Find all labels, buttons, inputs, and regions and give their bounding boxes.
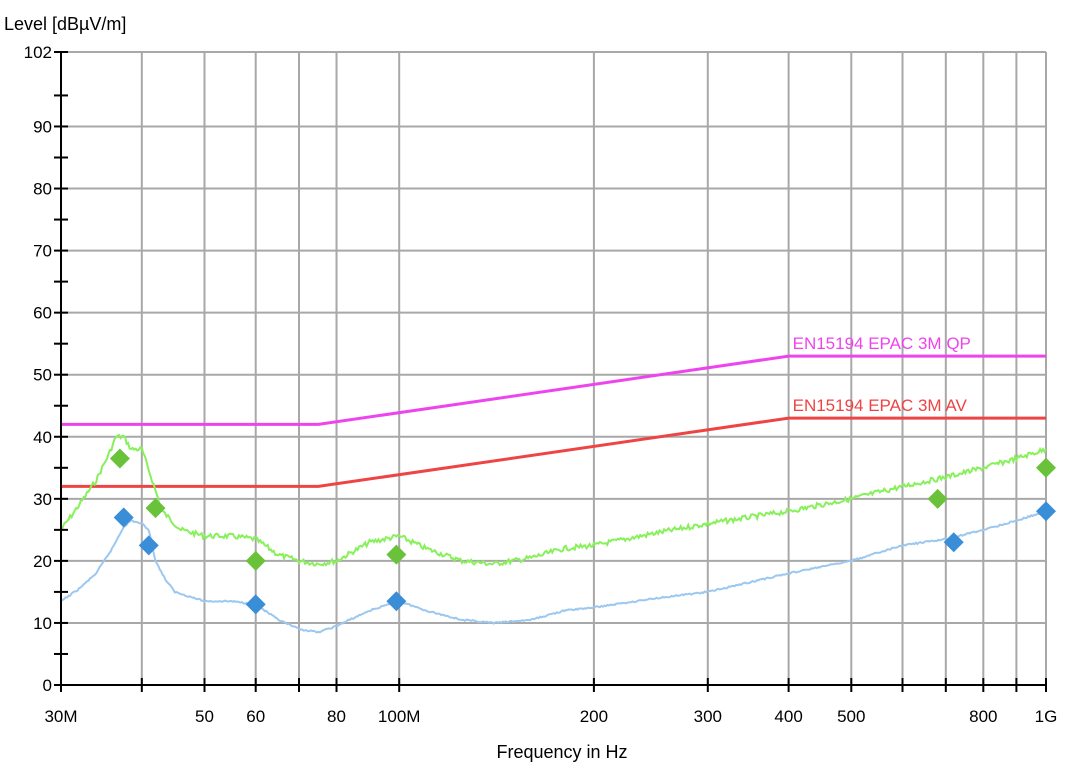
trace-1: [60, 509, 1047, 634]
x-tick-label-2: 50: [195, 707, 214, 726]
y-tick-label-1: 10: [33, 614, 52, 633]
marker-0-1: [145, 498, 166, 519]
marker-1-0: [113, 507, 134, 528]
y-tick-label-2: 20: [33, 552, 52, 571]
trace-0: [60, 433, 1047, 567]
marker-1-5: [1036, 501, 1056, 522]
axes: [54, 51, 1047, 692]
x-tick-label-13: 800: [969, 707, 997, 726]
marker-0-2: [245, 550, 266, 571]
x-tick-label-9: 400: [774, 707, 802, 726]
y-tick-label-6: 60: [33, 304, 52, 323]
limit-lines: [61, 354, 1046, 488]
marker-1-4: [943, 532, 964, 553]
x-tick-label-15: 1G: [1035, 707, 1058, 726]
y-tick-label-5: 50: [33, 366, 52, 385]
limit-label-0: EN15194 EPAC 3M QP: [793, 334, 971, 353]
marker-0-4: [927, 488, 948, 509]
y-tick-label-10: 102: [24, 43, 52, 62]
marker-1-1: [138, 535, 159, 556]
x-axis-title: Frequency in Hz: [496, 742, 627, 762]
limit-label-1: EN15194 EPAC 3M AV: [793, 396, 968, 415]
marker-1-2: [245, 594, 266, 615]
x-tick-label-3: 60: [246, 707, 265, 726]
y-tick-labels: 0 10 20 30 40 50 60 70 80 90 102: [24, 43, 52, 695]
marker-0-0: [109, 448, 130, 469]
y-axis-title: Level [dBµV/m]: [4, 14, 126, 34]
x-tick-label-8: 300: [694, 707, 722, 726]
grid-lines: [60, 51, 1047, 686]
limit-line-1: [61, 416, 1046, 488]
y-tick-label-4: 40: [33, 428, 52, 447]
measurement-traces: [60, 433, 1047, 634]
final-measurement-markers: [109, 448, 1056, 615]
marker-1-3: [386, 591, 407, 612]
marker-0-3: [386, 544, 407, 565]
y-tick-label-0: 0: [43, 676, 52, 695]
x-tick-labels: 30M 50 60 80 100M 200 300 400 500 800 1G: [44, 707, 1057, 726]
y-tick-label-3: 30: [33, 490, 52, 509]
y-tick-label-9: 90: [33, 117, 52, 136]
x-tick-label-7: 200: [580, 707, 608, 726]
marker-0-5: [1036, 457, 1056, 478]
y-tick-label-7: 70: [33, 242, 52, 261]
x-tick-label-10: 500: [837, 707, 865, 726]
y-tick-label-8: 80: [33, 180, 52, 199]
limit-labels: EN15194 EPAC 3M QP EN15194 EPAC 3M AV: [793, 334, 971, 415]
x-tick-label-6: 100M: [378, 707, 421, 726]
limit-line-0: [61, 354, 1046, 426]
x-tick-label-5: 80: [327, 707, 346, 726]
x-tick-label-0: 30M: [44, 707, 77, 726]
plot-area: [61, 52, 1046, 685]
